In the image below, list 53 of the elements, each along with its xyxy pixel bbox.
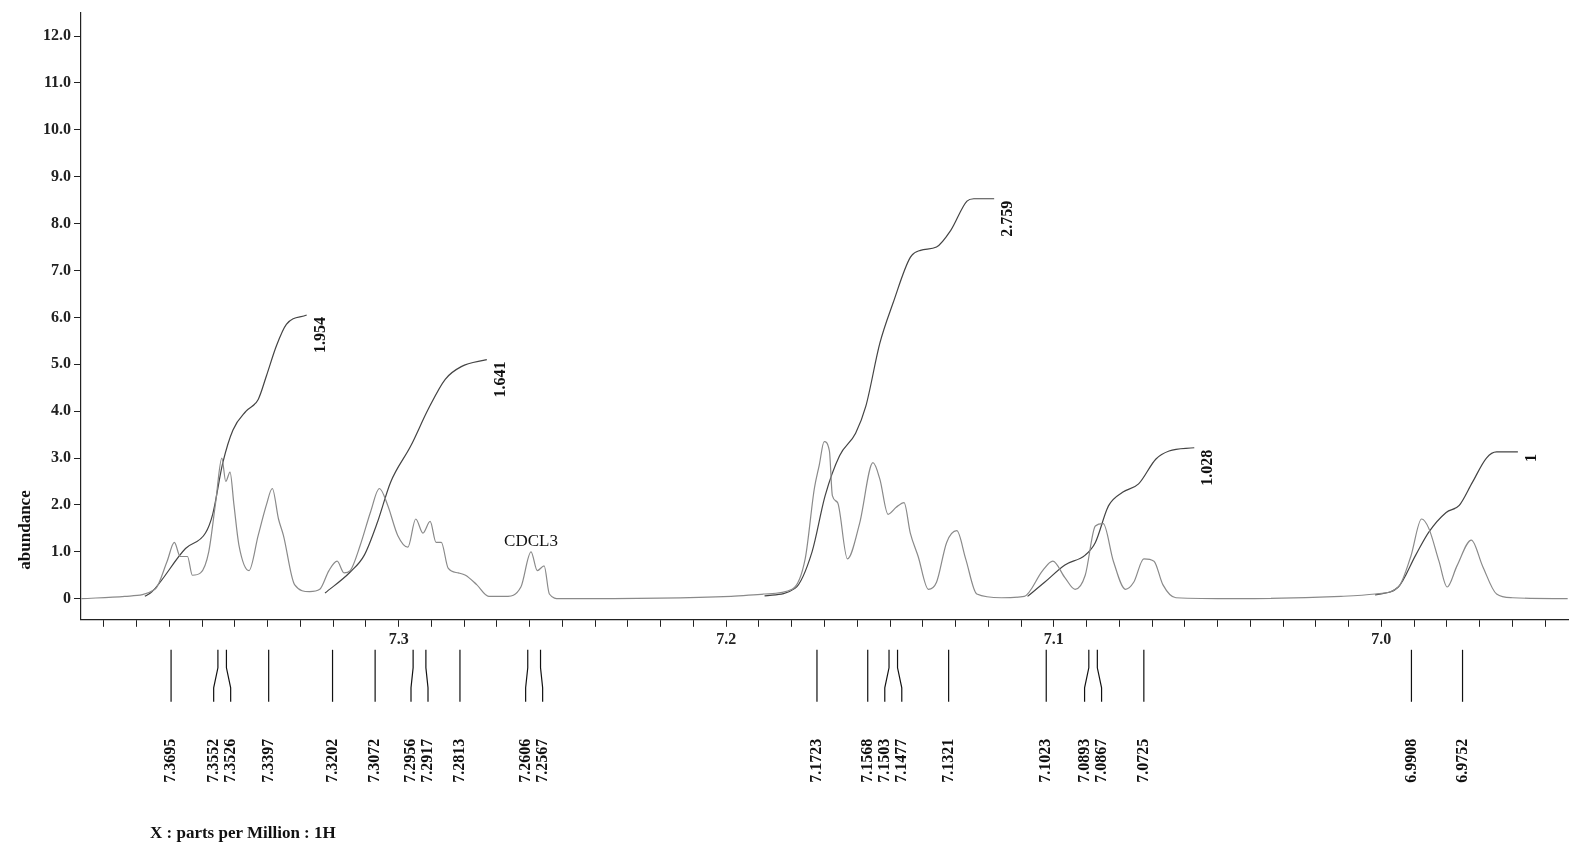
x2-tick-label: 7.3552 [203,738,221,783]
x2-tick-label: 6.9752 [1452,738,1470,783]
annotation: 1.028 [1198,449,1216,486]
x2-tick-label: 7.3072 [365,738,383,783]
annotation: 1 [1522,453,1540,462]
x2-tick-label: 7.1477 [891,738,909,783]
y-tick-label: 12.0 [43,26,71,44]
y-tick-label: 10.0 [43,119,71,137]
x2-tick-label: 7.1723 [807,738,825,783]
y-tick-label: 4.0 [51,401,71,419]
y-tick-label: 11.0 [43,73,71,91]
annotation: 2.759 [998,200,1016,237]
x2-tick-label: 7.3397 [258,738,276,783]
y-axis-title: abundance [15,489,35,570]
annotation: 1.954 [310,317,328,354]
line-series [763,198,995,597]
x2-tick-label: 7.0867 [1091,738,1109,783]
x-tick-label: 7.1 [1043,629,1064,647]
y-tick-label: 2.0 [51,495,71,513]
annotation: 1.641 [490,361,508,398]
y-tick-label: 8.0 [51,213,71,231]
annotation: CDCL3 [504,530,558,550]
x2-tick-label: 7.0725 [1133,738,1151,783]
x2-tick-label: 7.1568 [857,738,875,783]
line-series [1374,451,1519,596]
x2-tick-label: 7.2813 [450,738,468,783]
x2-tick-label: 7.2917 [418,738,436,783]
x-tick-label: 7.0 [1371,629,1392,647]
line-series [324,358,488,594]
y-tick-label: 5.0 [51,354,71,372]
x2-tick-label: 7.2956 [401,738,419,783]
x2-tick-label: 7.3695 [161,738,179,783]
y-tick-label: 6.0 [51,307,71,325]
x2-tick-label: 7.2606 [515,738,533,783]
x2-tick-label: 7.3526 [220,738,238,783]
y-tick-label: 3.0 [51,448,71,466]
line-series [144,314,308,597]
x-tick-label: 7.2 [716,629,737,647]
y-tick-label: 9.0 [51,166,71,184]
x2-tick-label: 7.1321 [938,738,956,783]
line-series [1026,447,1195,597]
line-series [81,441,1568,600]
x2-tick-label: 7.1023 [1036,738,1054,783]
y-tick-label: 0 [63,588,71,606]
x2-tick-label: 7.1503 [874,738,892,783]
y-tick-label: 7.0 [51,260,71,278]
x2-tick-label: 7.3202 [322,738,340,783]
y-tick-label: 1.0 [51,541,71,559]
x2-tick-label: 6.9908 [1401,738,1419,783]
x2-tick-label: 7.0893 [1074,738,1092,783]
x2-tick-label: 7.2567 [532,738,550,783]
x-tick-label: 7.3 [388,629,409,647]
text: X : parts per Million : 1H [150,823,336,842]
